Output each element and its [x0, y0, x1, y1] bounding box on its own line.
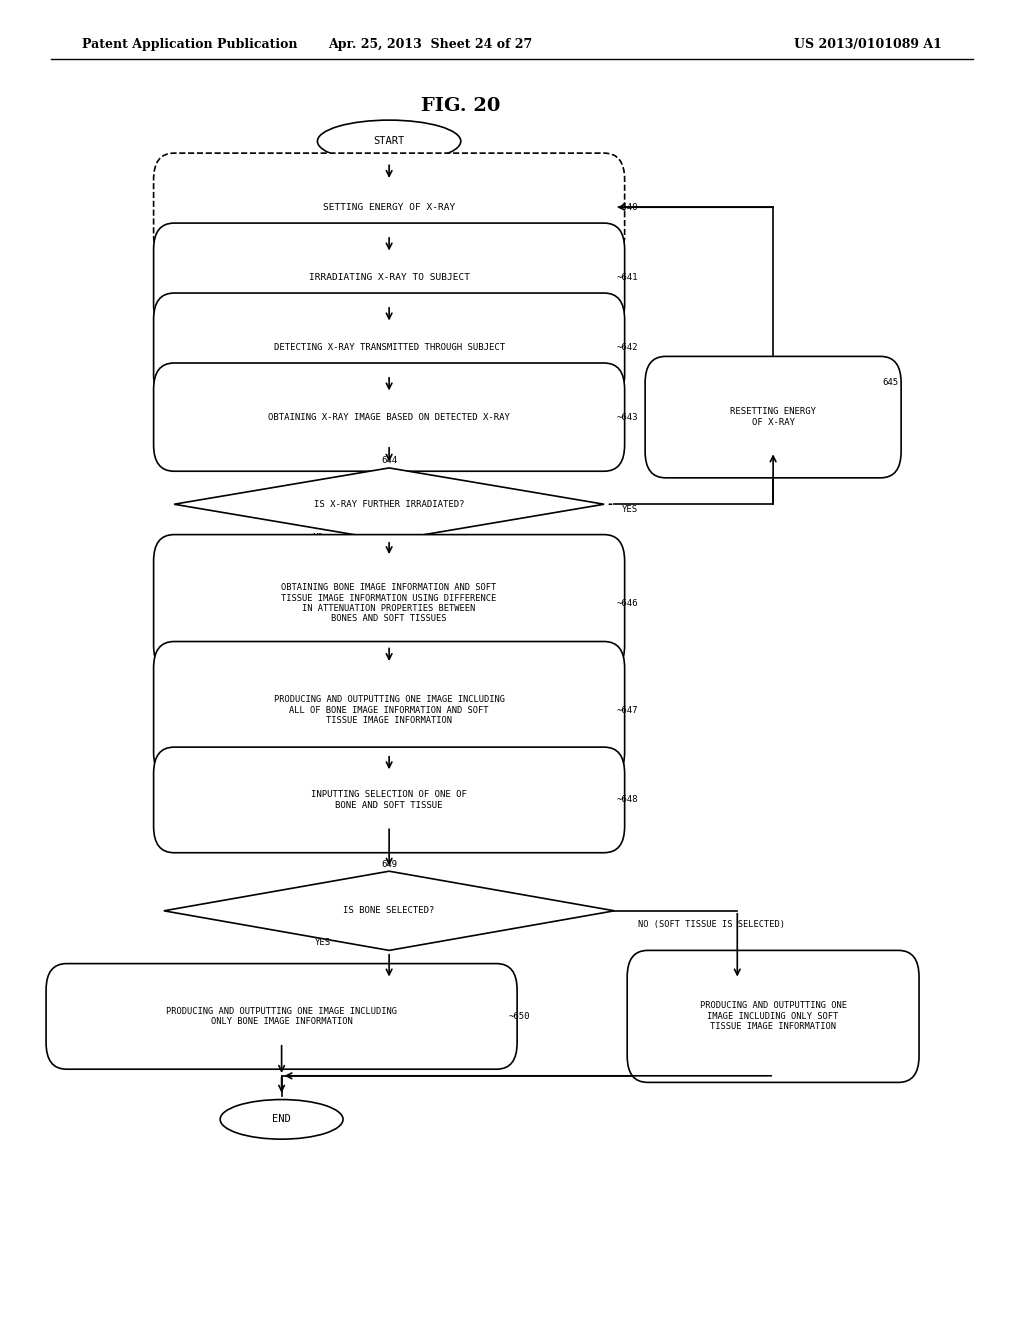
FancyBboxPatch shape	[46, 964, 517, 1069]
Text: ~640: ~640	[616, 203, 638, 211]
Text: PRODUCING AND OUTPUTTING ONE IMAGE INCLUDING
ONLY BONE IMAGE INFORMATION: PRODUCING AND OUTPUTTING ONE IMAGE INCLU…	[166, 1007, 397, 1026]
FancyBboxPatch shape	[154, 535, 625, 672]
FancyBboxPatch shape	[645, 356, 901, 478]
FancyBboxPatch shape	[154, 642, 625, 779]
Text: ~641: ~641	[616, 273, 638, 281]
Text: START: START	[374, 136, 404, 147]
Text: IS BONE SELECTED?: IS BONE SELECTED?	[343, 907, 435, 915]
Text: PRODUCING AND OUTPUTTING ONE IMAGE INCLUDING
ALL OF BONE IMAGE INFORMATION AND S: PRODUCING AND OUTPUTTING ONE IMAGE INCLU…	[273, 696, 505, 725]
Text: YES: YES	[314, 939, 331, 946]
Text: PRODUCING AND OUTPUTTING ONE
IMAGE INCLUDING ONLY SOFT
TISSUE IMAGE INFORMATION: PRODUCING AND OUTPUTTING ONE IMAGE INCLU…	[699, 1002, 847, 1031]
Text: NO (SOFT TISSUE IS SELECTED): NO (SOFT TISSUE IS SELECTED)	[638, 920, 785, 928]
Text: IS X-RAY FURTHER IRRADIATED?: IS X-RAY FURTHER IRRADIATED?	[314, 500, 464, 508]
Polygon shape	[164, 871, 614, 950]
Text: 644: 644	[381, 455, 397, 465]
Text: OBTAINING X-RAY IMAGE BASED ON DETECTED X-RAY: OBTAINING X-RAY IMAGE BASED ON DETECTED …	[268, 413, 510, 421]
FancyBboxPatch shape	[154, 223, 625, 331]
Text: IRRADIATING X-RAY TO SUBJECT: IRRADIATING X-RAY TO SUBJECT	[308, 273, 470, 281]
Text: Apr. 25, 2013  Sheet 24 of 27: Apr. 25, 2013 Sheet 24 of 27	[328, 38, 532, 51]
Text: NO: NO	[312, 533, 323, 541]
Text: ~650: ~650	[509, 1012, 530, 1020]
Text: RESETTING ENERGY
OF X-RAY: RESETTING ENERGY OF X-RAY	[730, 408, 816, 426]
Text: ~642: ~642	[616, 343, 638, 351]
Text: SETTING ENERGY OF X-RAY: SETTING ENERGY OF X-RAY	[323, 203, 456, 211]
Text: FIG. 20: FIG. 20	[421, 96, 501, 115]
Text: ~646: ~646	[616, 599, 638, 607]
Text: ~643: ~643	[616, 413, 638, 421]
Text: OBTAINING BONE IMAGE INFORMATION AND SOFT
TISSUE IMAGE INFORMATION USING DIFFERE: OBTAINING BONE IMAGE INFORMATION AND SOF…	[282, 583, 497, 623]
Ellipse shape	[317, 120, 461, 162]
Text: END: END	[272, 1114, 291, 1125]
FancyBboxPatch shape	[154, 293, 625, 401]
Text: ~648: ~648	[616, 796, 638, 804]
Ellipse shape	[220, 1100, 343, 1139]
FancyBboxPatch shape	[154, 363, 625, 471]
FancyBboxPatch shape	[627, 950, 920, 1082]
Text: US 2013/0101089 A1: US 2013/0101089 A1	[795, 38, 942, 51]
FancyBboxPatch shape	[154, 747, 625, 853]
Text: YES: YES	[622, 506, 638, 513]
Text: 651: 651	[758, 957, 774, 965]
Text: INPUTTING SELECTION OF ONE OF
BONE AND SOFT TISSUE: INPUTTING SELECTION OF ONE OF BONE AND S…	[311, 791, 467, 809]
Text: Patent Application Publication: Patent Application Publication	[82, 38, 297, 51]
Text: ~647: ~647	[616, 706, 638, 714]
Text: 645: 645	[883, 379, 899, 387]
FancyBboxPatch shape	[154, 153, 625, 261]
Text: 649: 649	[381, 859, 397, 869]
Polygon shape	[174, 469, 604, 541]
Text: DETECTING X-RAY TRANSMITTED THROUGH SUBJECT: DETECTING X-RAY TRANSMITTED THROUGH SUBJ…	[273, 343, 505, 351]
